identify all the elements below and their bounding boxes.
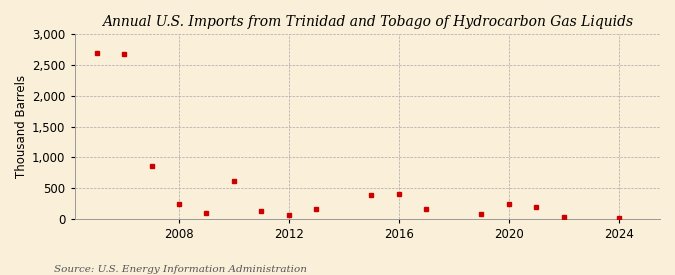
Text: Source: U.S. Energy Information Administration: Source: U.S. Energy Information Administ… [54,265,307,274]
Y-axis label: Thousand Barrels: Thousand Barrels [15,75,28,178]
Title: Annual U.S. Imports from Trinidad and Tobago of Hydrocarbon Gas Liquids: Annual U.S. Imports from Trinidad and To… [102,15,633,29]
